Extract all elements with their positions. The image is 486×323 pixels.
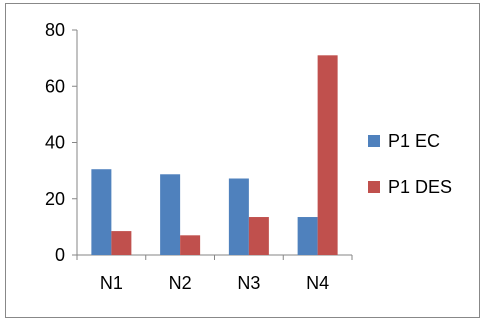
bar-p1-ec-n1 [91,169,112,255]
legend-label: P1 EC [388,131,440,151]
y-axis-ticks: 0 20 40 60 80 [45,20,77,265]
y-tick-label: 80 [45,20,65,40]
legend-label: P1 DES [388,177,452,197]
legend: P1 EC P1 DES [368,131,452,197]
bar-p1-ec-n4 [297,217,318,255]
x-tick-label: N1 [100,273,123,293]
bar-p1-des-n1 [111,231,132,255]
y-tick-label: 0 [55,245,65,265]
x-axis-ticks: N1 N2 N3 N4 [76,255,353,293]
bars [91,55,338,255]
chart-border [5,3,480,318]
x-tick-label: N4 [306,273,329,293]
x-tick-label: N3 [237,273,260,293]
y-tick-label: 40 [45,133,65,153]
bar-p1-ec-n3 [228,178,249,255]
bar-p1-des-n4 [317,55,338,255]
y-tick-label: 60 [45,76,65,96]
legend-swatch [368,135,380,147]
legend-swatch [368,181,380,193]
bar-p1-des-n2 [180,235,201,255]
bar-p1-des-n3 [248,217,269,255]
y-tick-label: 20 [45,189,65,209]
x-tick-label: N2 [169,273,192,293]
bar-p1-ec-n2 [160,174,181,255]
